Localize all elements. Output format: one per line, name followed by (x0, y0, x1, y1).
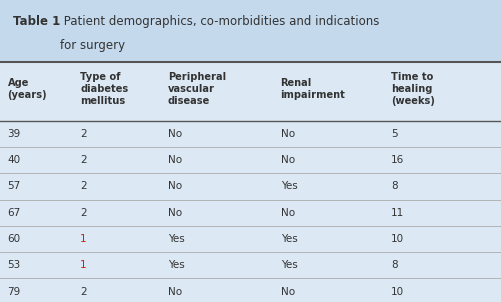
Text: 11: 11 (391, 208, 404, 218)
Text: Yes: Yes (281, 182, 297, 191)
Text: 2: 2 (80, 287, 87, 297)
Text: 79: 79 (8, 287, 21, 297)
Text: Yes: Yes (168, 260, 184, 270)
Text: 57: 57 (8, 182, 21, 191)
Text: 2: 2 (80, 182, 87, 191)
Text: No: No (168, 287, 182, 297)
Text: Yes: Yes (168, 234, 184, 244)
Text: Table 1: Table 1 (13, 15, 60, 28)
Text: 2: 2 (80, 129, 87, 139)
Text: 1: 1 (80, 260, 87, 270)
Text: 5: 5 (391, 129, 397, 139)
Text: No: No (281, 287, 295, 297)
Text: No: No (168, 155, 182, 165)
Text: No: No (168, 129, 182, 139)
Text: Age
(years): Age (years) (8, 78, 47, 100)
Text: Time to
healing
(weeks): Time to healing (weeks) (391, 72, 435, 106)
Text: 8: 8 (391, 182, 397, 191)
Text: 53: 53 (8, 260, 21, 270)
Text: No: No (168, 208, 182, 218)
Text: Patient demographics, co-morbidities and indications: Patient demographics, co-morbidities and… (60, 15, 379, 28)
Text: 39: 39 (8, 129, 21, 139)
Text: Peripheral
vascular
disease: Peripheral vascular disease (168, 72, 226, 106)
Text: 2: 2 (80, 155, 87, 165)
Text: 1: 1 (80, 234, 87, 244)
Text: 67: 67 (8, 208, 21, 218)
Text: 60: 60 (8, 234, 21, 244)
Text: No: No (281, 208, 295, 218)
Text: 10: 10 (391, 287, 404, 297)
FancyBboxPatch shape (0, 0, 501, 62)
Text: Yes: Yes (281, 234, 297, 244)
Text: No: No (281, 129, 295, 139)
Text: Type of
diabetes
mellitus: Type of diabetes mellitus (80, 72, 128, 106)
Text: No: No (281, 155, 295, 165)
Text: Renal
impairment: Renal impairment (281, 78, 345, 100)
Text: for surgery: for surgery (60, 39, 125, 52)
Text: No: No (168, 182, 182, 191)
Text: 10: 10 (391, 234, 404, 244)
Text: 40: 40 (8, 155, 21, 165)
Text: 2: 2 (80, 208, 87, 218)
Text: Yes: Yes (281, 260, 297, 270)
Text: 8: 8 (391, 260, 397, 270)
Text: 16: 16 (391, 155, 404, 165)
